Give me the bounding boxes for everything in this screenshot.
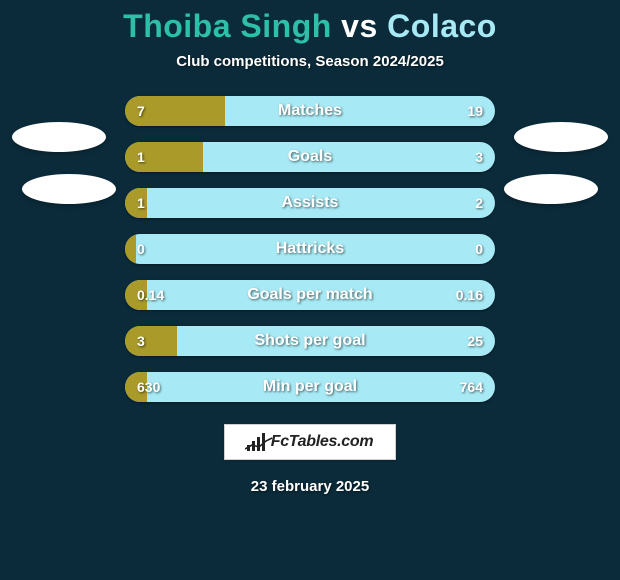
branding-text: FcTables.com: [271, 433, 374, 451]
stat-value-right: 19: [467, 96, 483, 126]
stat-value-right: 3: [475, 142, 483, 172]
stat-label: Goals: [125, 142, 495, 172]
stat-value-right: 0.16: [456, 280, 483, 310]
branding-badge: FcTables.com: [224, 424, 397, 460]
stat-bar: 3Shots per goal25: [125, 326, 495, 356]
page-title: Thoiba Singh vs Colaco: [123, 8, 497, 45]
vs-text: vs: [341, 8, 378, 44]
stat-value-right: 0: [475, 234, 483, 264]
team-crest-left-1: [12, 122, 106, 152]
team-crest-right-1: [514, 122, 608, 152]
stat-bar: 1Assists2: [125, 188, 495, 218]
date-text: 23 february 2025: [251, 478, 369, 495]
stat-bar: 0Hattricks0: [125, 234, 495, 264]
branding-line-icon: [245, 437, 273, 451]
stat-label: Goals per match: [125, 280, 495, 310]
player2-name: Colaco: [387, 8, 497, 44]
stat-bars: 7Matches19 1Goals3 1Assists2 0Hattricks0 0.1…: [125, 96, 495, 402]
stat-bar: 1Goals3: [125, 142, 495, 172]
team-crest-right-2: [504, 174, 598, 204]
stat-bar: 630Min per goal764: [125, 372, 495, 402]
stat-bar: 7Matches19: [125, 96, 495, 126]
branding-chart-icon: [247, 433, 265, 451]
stat-value-right: 764: [460, 372, 483, 402]
stat-label: Min per goal: [125, 372, 495, 402]
comparison-infographic: Thoiba Singh vs Colaco Club competitions…: [0, 0, 620, 580]
team-crest-left-2: [22, 174, 116, 204]
stat-label: Shots per goal: [125, 326, 495, 356]
stat-label: Hattricks: [125, 234, 495, 264]
subtitle: Club competitions, Season 2024/2025: [176, 53, 444, 70]
player1-name: Thoiba Singh: [123, 8, 332, 44]
stat-value-right: 25: [467, 326, 483, 356]
stat-bar: 0.14Goals per match0.16: [125, 280, 495, 310]
stat-label: Matches: [125, 96, 495, 126]
stat-value-right: 2: [475, 188, 483, 218]
stat-label: Assists: [125, 188, 495, 218]
